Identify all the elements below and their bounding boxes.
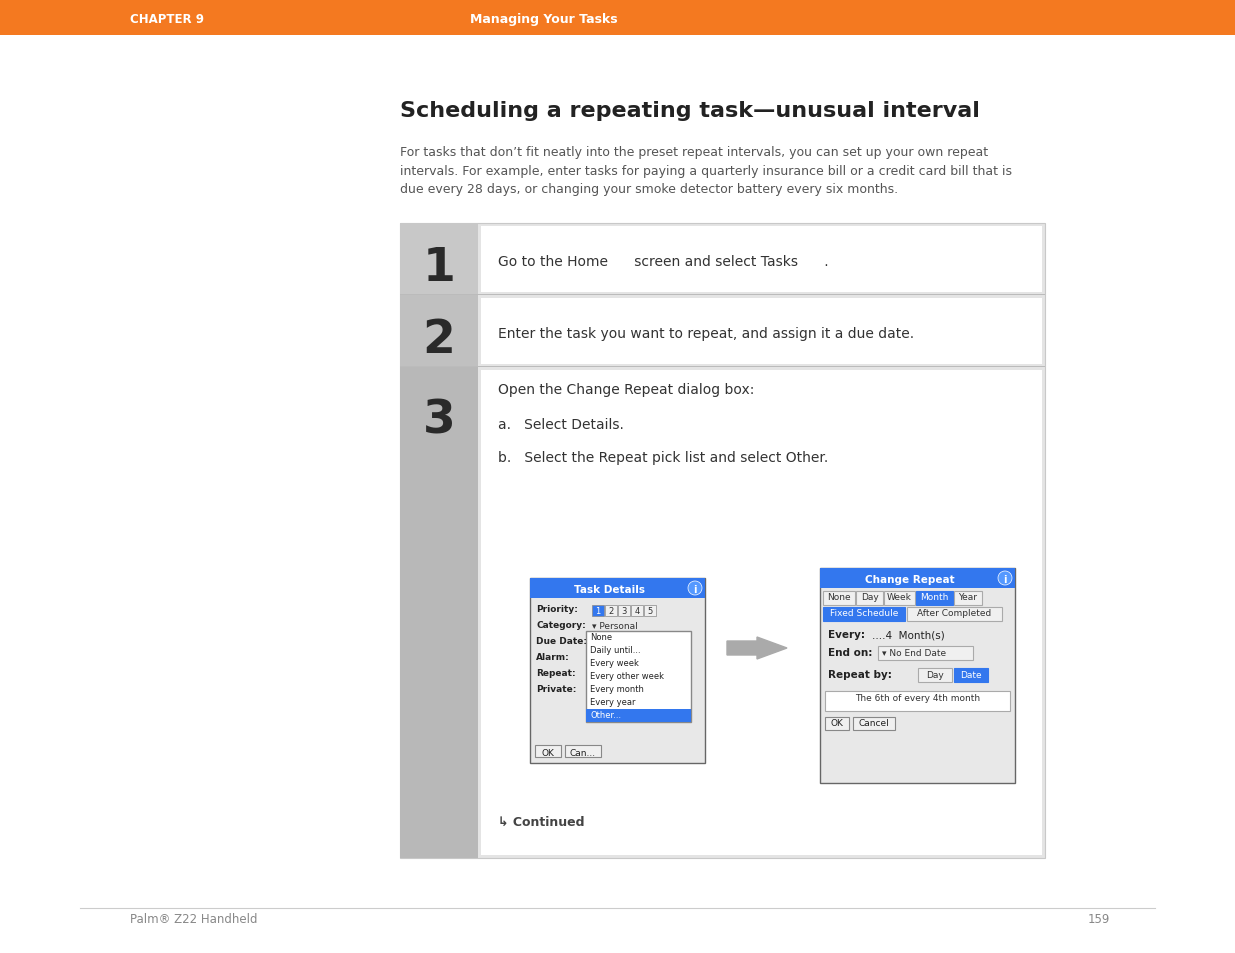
Text: Every month: Every month [590, 684, 643, 693]
Text: None: None [827, 593, 851, 601]
Text: Private:: Private: [536, 684, 577, 693]
Text: 2: 2 [609, 606, 614, 616]
Text: 3: 3 [621, 606, 626, 616]
Text: OK: OK [831, 719, 844, 727]
Text: 5: 5 [647, 606, 652, 616]
Bar [400, 224, 478, 295]
Text: Palm® Z22 Handheld: Palm® Z22 Handheld [130, 912, 258, 925]
Text: Repeat by:: Repeat by: [827, 669, 892, 679]
Bar [535, 745, 561, 758]
Text: 1: 1 [595, 606, 600, 616]
Bar [400, 366, 1045, 368]
Text: Date: Date [960, 670, 982, 679]
Text: Every:: Every: [827, 629, 864, 639]
Text: Daily until...: Daily until... [590, 645, 641, 655]
Bar [400, 224, 1045, 858]
Text: Repeat:: Repeat: [536, 668, 576, 678]
Bar [884, 592, 915, 605]
Bar [953, 668, 988, 682]
Bar [585, 631, 692, 722]
Bar [820, 568, 1015, 588]
Text: Scheduling a repeating task—unusual interval: Scheduling a repeating task—unusual inte… [400, 101, 979, 121]
Text: Cancel: Cancel [858, 719, 889, 727]
Text: Fixed Schedule: Fixed Schedule [830, 608, 898, 618]
Circle shape [998, 572, 1011, 585]
Bar [0, 0, 1235, 36]
Text: After Completed: After Completed [918, 608, 992, 618]
Text: ▾ No End Date: ▾ No End Date [882, 648, 946, 658]
FancyArrow shape [727, 638, 787, 659]
Bar [906, 607, 1002, 621]
Text: Can...: Can... [569, 748, 597, 758]
Text: Year: Year [958, 593, 977, 601]
Text: For tasks that don’t fit neatly into the preset repeat intervals, you can set up: For tasks that don’t fit neatly into the… [400, 146, 1011, 195]
Text: 159: 159 [1088, 912, 1110, 925]
Text: 1: 1 [422, 246, 456, 291]
Bar [605, 605, 618, 617]
Text: ↳ Continued: ↳ Continued [498, 815, 584, 828]
Text: Priority:: Priority: [536, 604, 578, 614]
Bar [585, 709, 692, 722]
Text: i: i [693, 584, 697, 595]
Bar [853, 718, 895, 730]
Text: Due Date:: Due Date: [536, 637, 587, 645]
Bar [916, 592, 953, 605]
Text: Other...: Other... [590, 710, 621, 720]
Text: The 6th of every 4th month: The 6th of every 4th month [855, 693, 981, 702]
Text: Category:: Category: [536, 620, 585, 629]
Text: Enter the task you want to repeat, and assign it a due date.: Enter the task you want to repeat, and a… [498, 327, 914, 340]
Bar [400, 368, 478, 858]
Bar [878, 646, 973, 660]
Bar [953, 592, 982, 605]
Bar [643, 605, 656, 617]
Bar [530, 578, 705, 598]
Bar [825, 718, 848, 730]
Text: Every other week: Every other week [590, 671, 664, 680]
Circle shape [688, 581, 701, 596]
Text: Alarm:: Alarm: [536, 652, 569, 661]
Text: 4: 4 [635, 606, 640, 616]
Text: i: i [1003, 575, 1007, 584]
Text: 2: 2 [422, 317, 456, 363]
Bar [530, 578, 705, 763]
Text: Change Repeat: Change Repeat [864, 575, 955, 584]
Text: Go to the Home      screen and select Tasks      .: Go to the Home screen and select Tasks . [498, 254, 829, 269]
Bar [825, 691, 1010, 711]
Bar [480, 298, 1042, 365]
Text: Day: Day [926, 670, 944, 679]
Text: Day: Day [861, 593, 878, 601]
Bar [592, 605, 604, 617]
Bar [564, 745, 601, 758]
Bar [400, 295, 478, 368]
Text: Open the Change Repeat dialog box:: Open the Change Repeat dialog box: [498, 382, 755, 396]
Text: Every week: Every week [590, 659, 638, 667]
Bar [856, 592, 883, 605]
Bar [631, 605, 643, 617]
Text: b.   Select the Repeat pick list and select Other.: b. Select the Repeat pick list and selec… [498, 451, 829, 464]
Text: Every year: Every year [590, 698, 636, 706]
Bar [480, 371, 1042, 855]
Text: ....4  Month(s): ....4 Month(s) [872, 629, 945, 639]
Text: None: None [590, 633, 613, 641]
Text: CHAPTER 9: CHAPTER 9 [130, 13, 204, 26]
Text: Managing Your Tasks: Managing Your Tasks [471, 13, 618, 26]
Text: End on:: End on: [827, 647, 872, 658]
Text: a.   Select Details.: a. Select Details. [498, 417, 624, 432]
Bar [918, 668, 952, 682]
Bar [618, 605, 630, 617]
Text: Task Details: Task Details [574, 584, 645, 595]
Text: 3: 3 [422, 397, 456, 442]
Bar [820, 568, 1015, 783]
Bar [480, 227, 1042, 293]
Text: ▾ Personal: ▾ Personal [592, 621, 637, 630]
Text: Month: Month [920, 593, 948, 601]
Bar [823, 592, 855, 605]
Bar [400, 294, 1045, 295]
Text: OK: OK [542, 748, 555, 758]
Bar [823, 607, 905, 621]
Text: Week: Week [887, 593, 911, 601]
